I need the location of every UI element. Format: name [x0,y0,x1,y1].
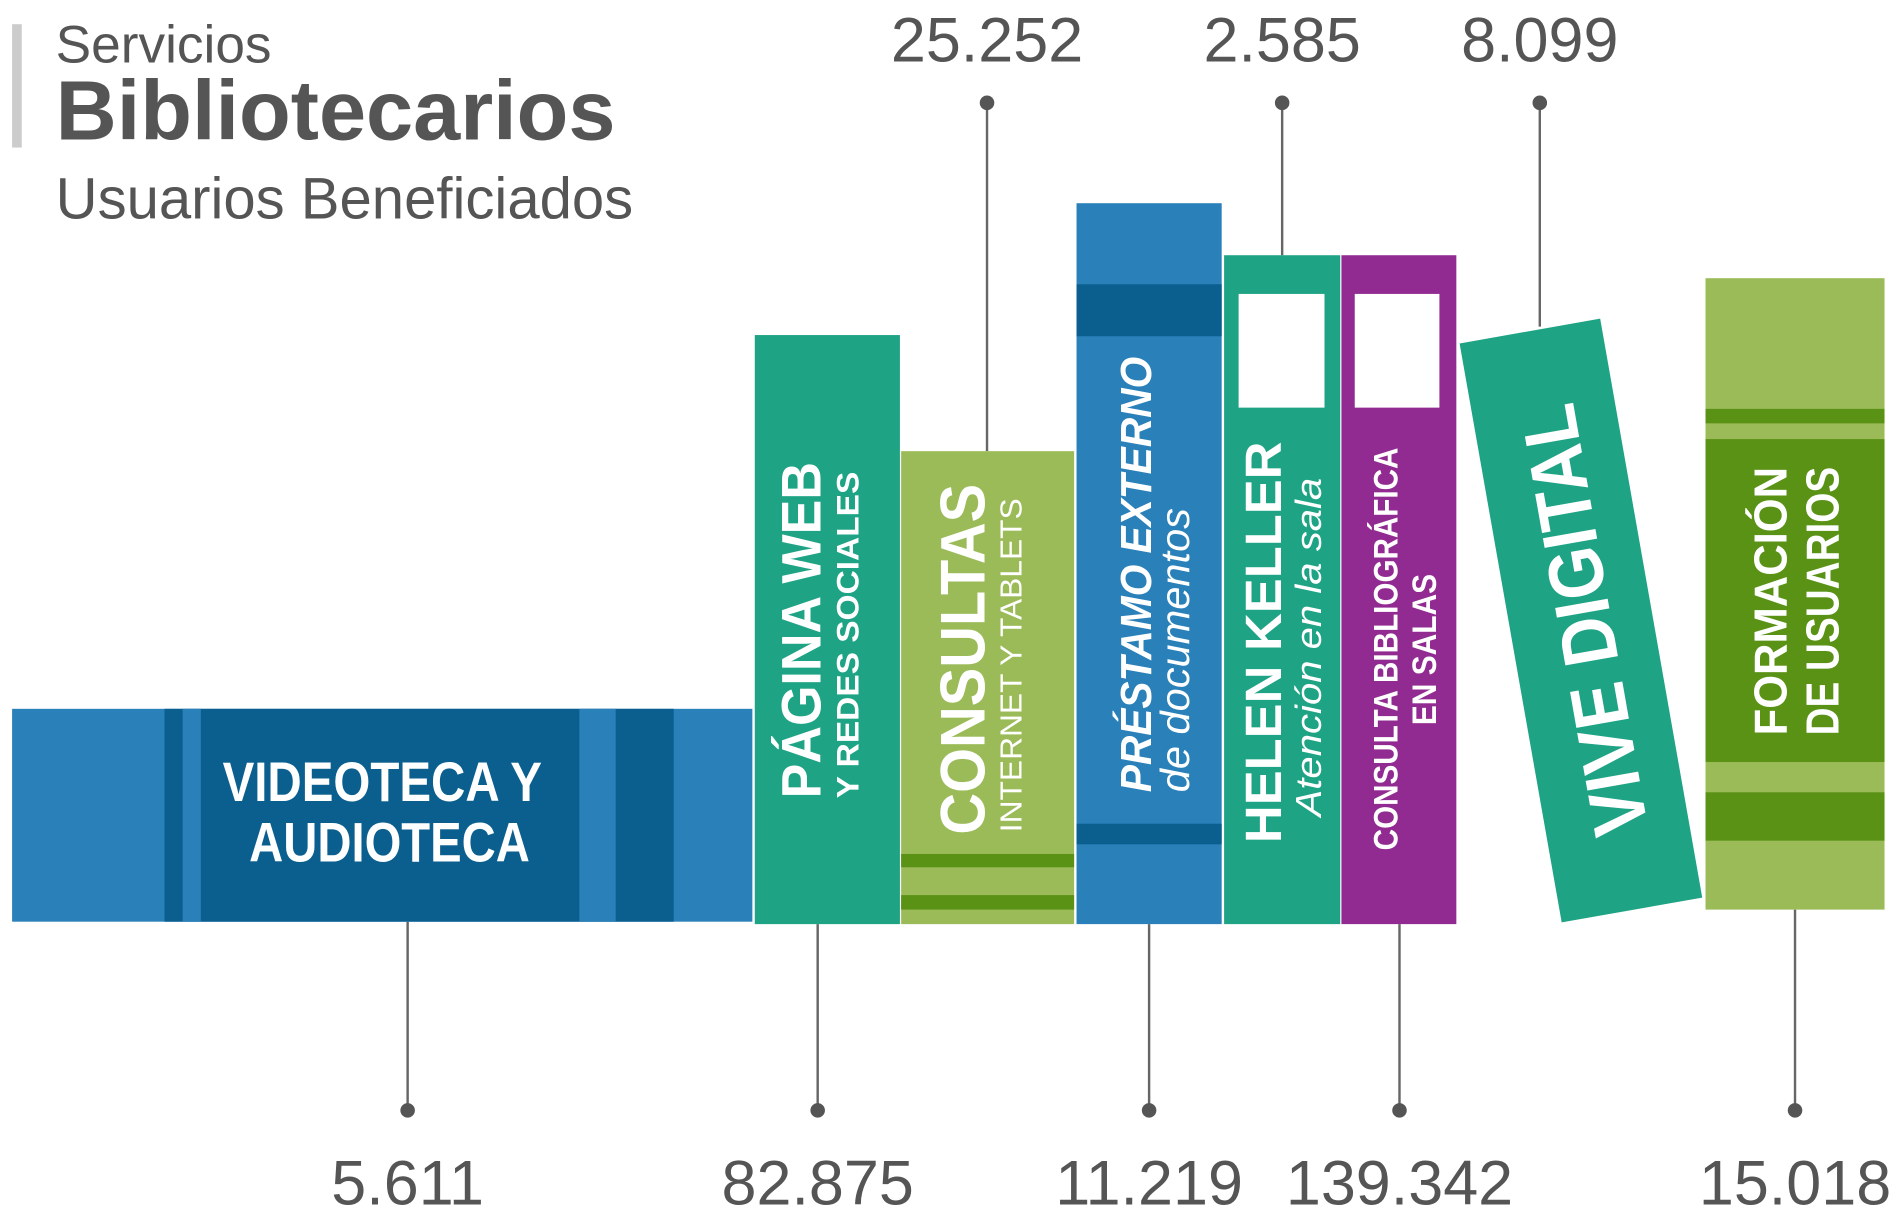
value-label: 15.018 [1699,1148,1891,1212]
book-subtitle: Atención en la sala [1288,478,1329,819]
value-label: 82.875 [722,1148,914,1212]
leader-dot [400,1103,415,1118]
book-label-box [1239,294,1325,408]
book-subtitle: EN SALAS [1406,574,1444,725]
book-band [183,709,201,922]
header-bar [12,24,22,147]
leader-dot [810,1103,825,1118]
leader-dot [1533,96,1548,111]
leader-dot [1275,96,1290,111]
book-subtitle: INTERNET Y TABLETS [996,498,1029,832]
leader-dot [980,96,995,111]
book-title: HELEN KELLER [1235,441,1292,843]
leader-dot [1392,1103,1407,1118]
value-label: 5.611 [331,1148,484,1212]
book-band [1706,792,1885,840]
value-label: 2.585 [1203,5,1360,75]
infographic: Servicios Bibliotecarios Usuarios Benefi… [0,0,1893,1212]
value-label: 139.342 [1286,1148,1513,1212]
book-band [1077,824,1222,845]
subtitle: Usuarios Beneficiados [56,167,634,232]
book-band [1706,409,1885,424]
value-label: 8.099 [1461,5,1618,75]
book-title: CONSULTA BIBLIOGRÁFICA [1368,448,1406,851]
book-title: CONSULTAS [928,484,998,835]
book-band [1077,284,1222,336]
value-label: 11.219 [1055,1148,1243,1212]
book-subtitle: Y REDES SOCIALES [831,472,866,799]
book-title: FORMACIÓN [1745,467,1797,736]
title: Bibliotecarios [56,63,616,158]
book-band [901,895,1074,910]
book-subtitle: de documentos [1152,508,1198,792]
book-label-box [1355,294,1440,408]
leader-dot [1142,1103,1157,1118]
book-subtitle: DE USUARIOS [1797,467,1849,736]
book-band [579,709,615,922]
leader-dot [1788,1103,1803,1118]
tilted-book: VIVE DIGITAL [1460,319,1703,923]
book-band [901,854,1074,867]
book-title: VIDEOTECA Y [223,751,542,813]
value-label: 25.252 [891,5,1083,75]
book-title: PÁGINA WEB [770,462,832,798]
book-subtitle: AUDIOTECA [249,811,530,873]
